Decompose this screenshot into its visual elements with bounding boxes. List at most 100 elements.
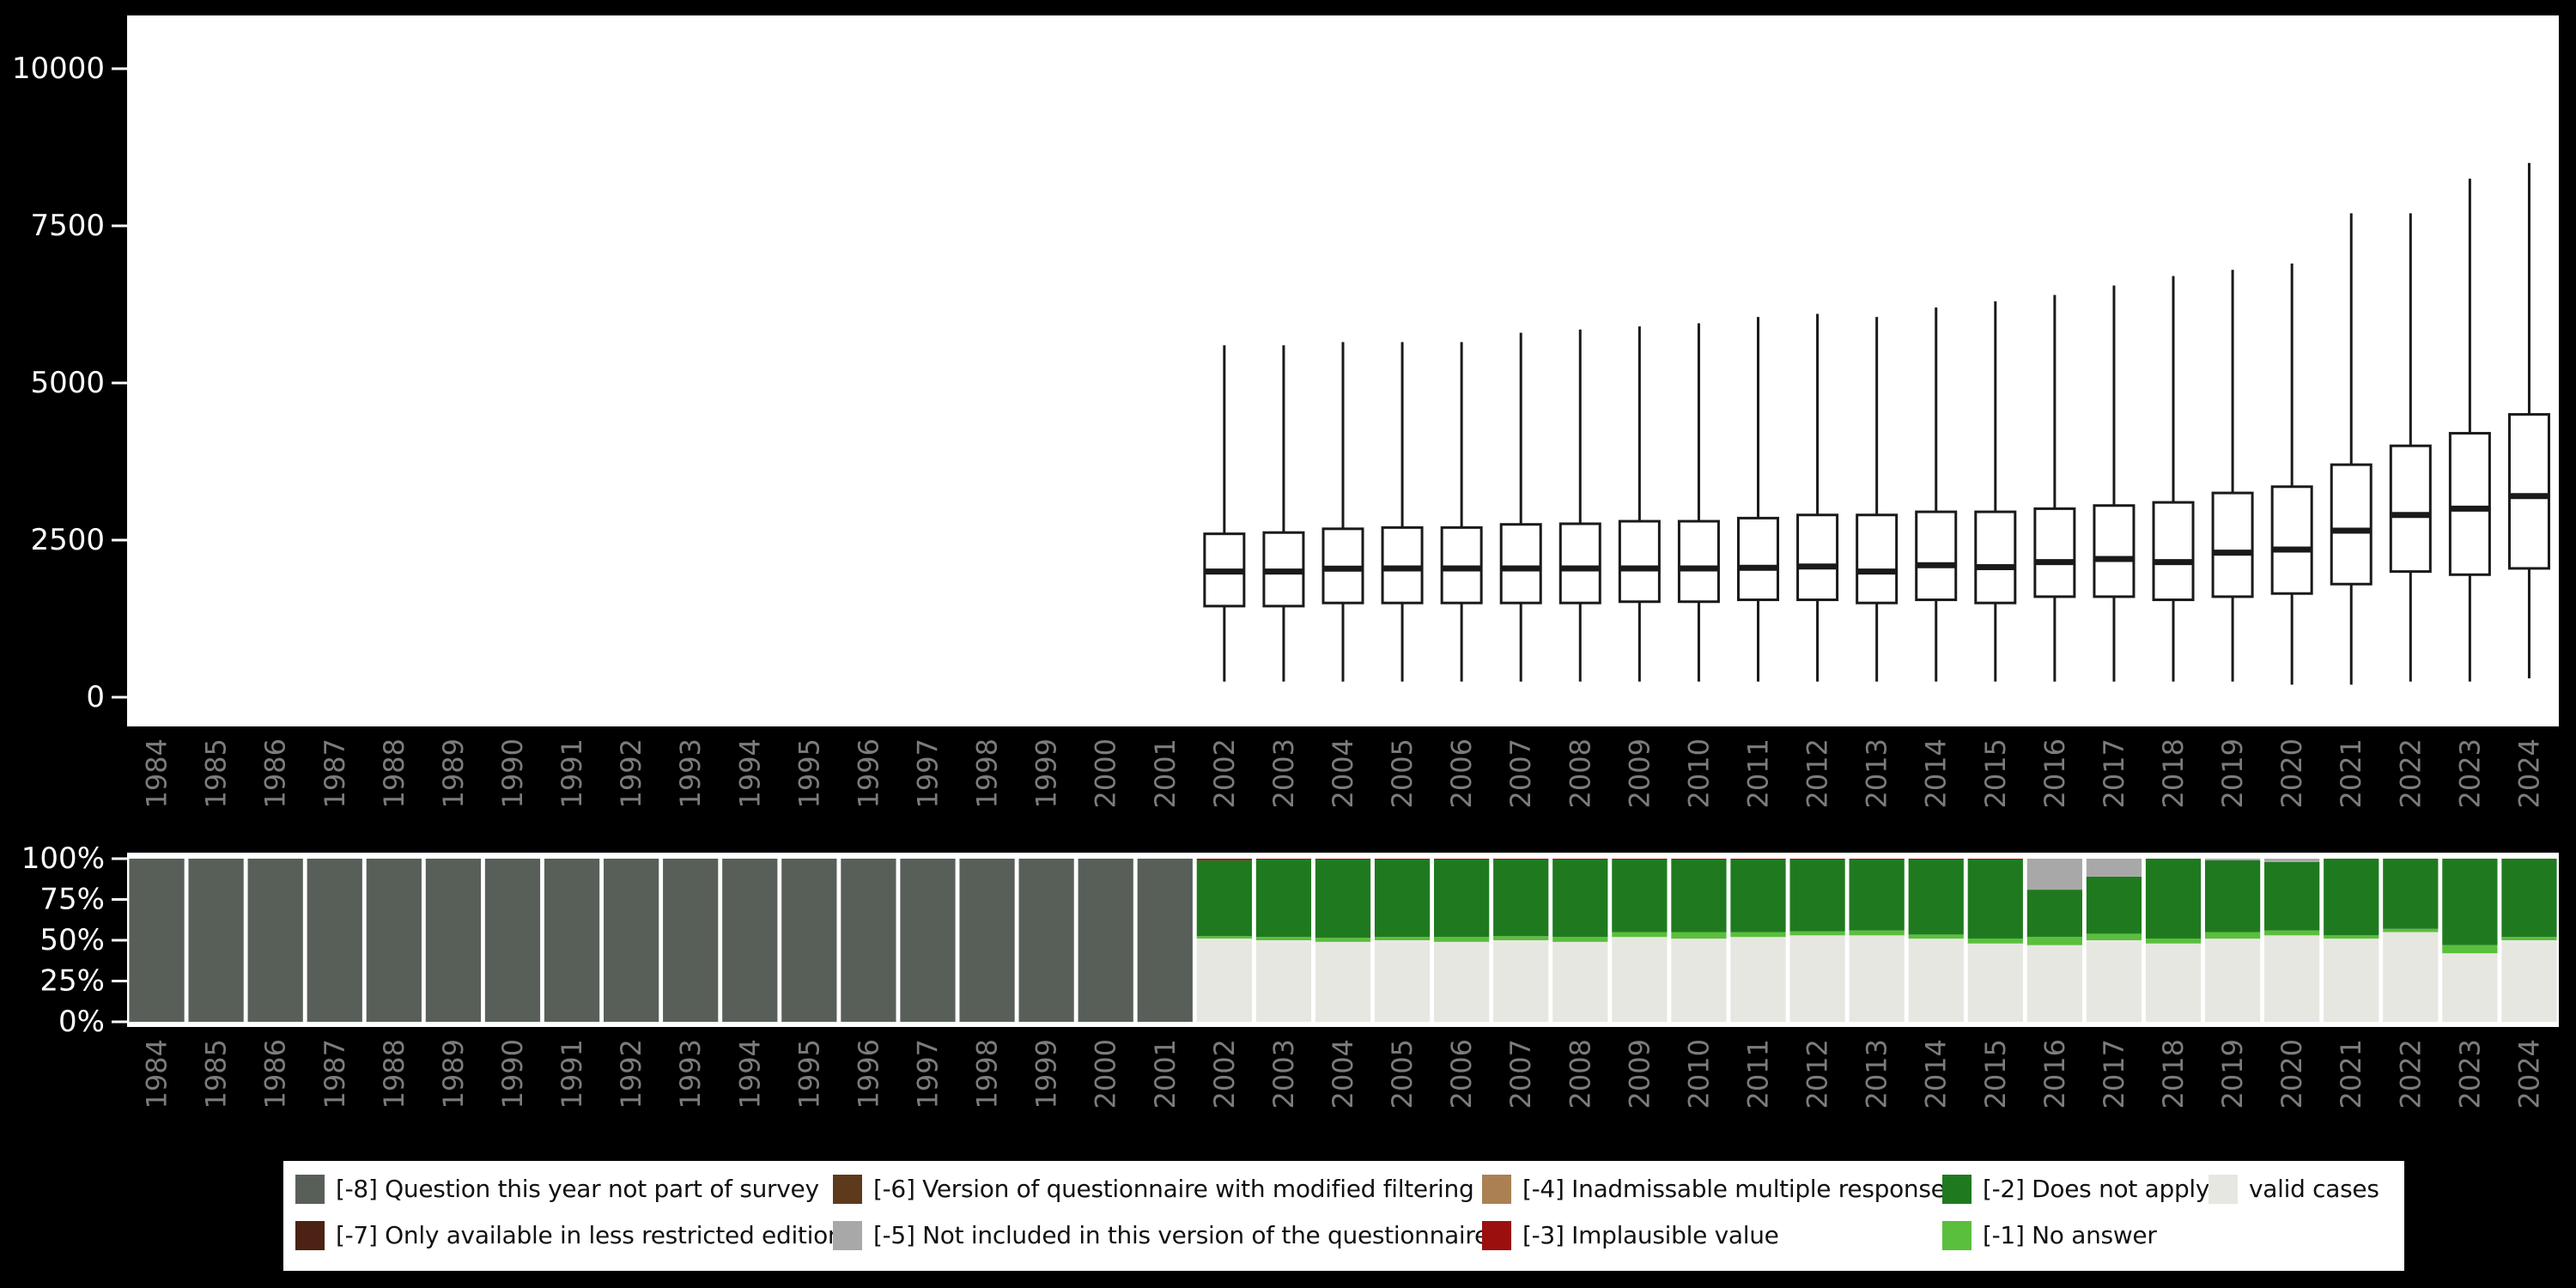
- segment-valid: [1671, 939, 1727, 1022]
- legend-label: [-3] Implausible value: [1522, 1221, 1779, 1249]
- segment--1: [2086, 933, 2142, 940]
- boxplot-year-label: 2004: [1327, 738, 1359, 808]
- segment-valid: [1552, 941, 1608, 1022]
- boxplot-year-label: 2002: [1208, 738, 1241, 808]
- boxplot-year-label: 1984: [141, 738, 173, 808]
- stacked-bar-2004: [1315, 859, 1371, 1022]
- box-2019: [2211, 270, 2254, 682]
- segment--8: [722, 859, 778, 1022]
- legend-swatch--5: [833, 1221, 862, 1250]
- segment-valid: [1849, 935, 1905, 1022]
- segment--2: [1908, 859, 1964, 935]
- boxplot-year-label: 2022: [2394, 738, 2427, 808]
- segment-valid: [1612, 937, 1668, 1022]
- stacked-year-label: 1995: [793, 1039, 825, 1109]
- segment-valid: [1434, 941, 1490, 1022]
- segment--2: [1612, 859, 1668, 933]
- legend-item-valid: valid cases: [2208, 1175, 2379, 1204]
- stacked-year-label: 2007: [1504, 1039, 1537, 1109]
- legend-item--4: [-4] Inadmissable multiple response: [1482, 1175, 1946, 1204]
- segment--8: [425, 859, 482, 1022]
- segment--2: [2086, 876, 2142, 934]
- percent-axis-tick-label: 75%: [39, 883, 105, 917]
- boxplot-year-label: 1994: [733, 738, 766, 808]
- stacked-year-label: 2009: [1623, 1039, 1656, 1109]
- iqr-box: [1618, 519, 1661, 604]
- y-axis-tick-label: 7500: [30, 209, 105, 243]
- stacked-year-label: 2017: [2098, 1039, 2130, 1109]
- segment--1: [1493, 936, 1549, 940]
- boxplot-year-label: 2001: [1149, 738, 1182, 808]
- stacked-year-label: 1990: [496, 1039, 529, 1109]
- segment-valid: [1789, 935, 1845, 1022]
- iqr-box: [2211, 491, 2254, 598]
- legend-item--8: [-8] Question this year not part of surv…: [295, 1175, 819, 1204]
- segment--1: [1196, 936, 1252, 939]
- segment-valid: [1967, 943, 2023, 1022]
- segment--8: [366, 859, 422, 1022]
- segment--3: [1434, 859, 1490, 860]
- boxplot-year-label: 1989: [437, 738, 470, 808]
- box-2011: [1737, 317, 1780, 682]
- stacked-bar-1995: [781, 859, 837, 1022]
- segment-valid: [2324, 939, 2379, 1022]
- stacked-bar-2018: [2145, 859, 2202, 1022]
- iqr-box: [2033, 507, 2076, 598]
- boxplot-year-label: 2016: [2038, 738, 2071, 808]
- segment--2: [2204, 860, 2261, 933]
- stacked-year-label: 1993: [674, 1039, 707, 1109]
- box-2024: [2507, 162, 2550, 679]
- segment--1: [1908, 934, 1964, 939]
- legend-label: [-2] Does not apply: [1983, 1175, 2210, 1203]
- boxplot-year-label: 2017: [2098, 738, 2130, 808]
- segment--5: [2026, 859, 2082, 890]
- boxplot-year-label: 2009: [1623, 738, 1656, 808]
- stacked-bar-1987: [307, 859, 362, 1022]
- segment--1: [1730, 932, 1786, 938]
- boxplot-year-label: 2000: [1090, 738, 1122, 808]
- stacked-year-label: 1998: [971, 1039, 1004, 1109]
- segment--8: [900, 859, 956, 1022]
- boxplot-chart: 0 2500 5000 7500 10000 1984 1985 1986 1987 1988 19…: [12, 15, 2559, 808]
- percent-axis-tick-label: 25%: [39, 964, 105, 999]
- stacked-bar-2010: [1671, 859, 1727, 1022]
- legend: [-8] Question this year not part of surv…: [283, 1161, 2404, 1271]
- segment--1: [1967, 939, 2023, 944]
- stacked-year-label: 2015: [1979, 1039, 2012, 1109]
- boxplot-year-label: 2023: [2453, 738, 2486, 808]
- stacked-bar-2021: [2324, 859, 2379, 1022]
- segment--2: [2145, 859, 2202, 939]
- segment--1: [1255, 937, 1312, 940]
- stacked-bar-2007: [1493, 859, 1549, 1022]
- stacked-year-label: 2004: [1327, 1039, 1359, 1109]
- stacked-year-label: 2021: [2335, 1039, 2367, 1109]
- stacked-bar-1999: [1018, 859, 1074, 1022]
- segment--8: [1137, 859, 1193, 1022]
- stacked-year-label: 2003: [1267, 1039, 1300, 1109]
- segment--2: [1493, 859, 1549, 937]
- segment--1: [1849, 930, 1905, 936]
- box-2017: [2093, 285, 2136, 682]
- legend-label: [-4] Inadmissable multiple response: [1522, 1175, 1946, 1203]
- iqr-box: [1737, 516, 1780, 602]
- segment--2: [2324, 859, 2379, 936]
- stacked-year-label: 2018: [2157, 1039, 2190, 1109]
- boxplot-year-label: 2011: [1742, 738, 1775, 808]
- boxplot-year-label: 2019: [2216, 738, 2249, 808]
- segment--1: [2264, 930, 2320, 936]
- stacked-bar-2009: [1612, 859, 1668, 1022]
- stacked-year-label: 1984: [141, 1039, 173, 1109]
- iqr-box: [1856, 513, 1899, 605]
- stacked-bar-1986: [247, 859, 303, 1022]
- stacked-year-label: 2023: [2453, 1039, 2486, 1109]
- boxplot-year-label: 1991: [556, 738, 588, 808]
- stacked-year-label: 1994: [733, 1039, 766, 1109]
- percent-axis-tick-label: 50%: [39, 923, 105, 957]
- segment--1: [1434, 937, 1490, 942]
- segment--1: [1315, 938, 1371, 942]
- boxplot-year-label: 1988: [378, 738, 410, 808]
- boxplot-year-label: 1997: [911, 738, 944, 808]
- stacked-bar-2013: [1849, 859, 1905, 1022]
- box-2002: [1203, 345, 1246, 682]
